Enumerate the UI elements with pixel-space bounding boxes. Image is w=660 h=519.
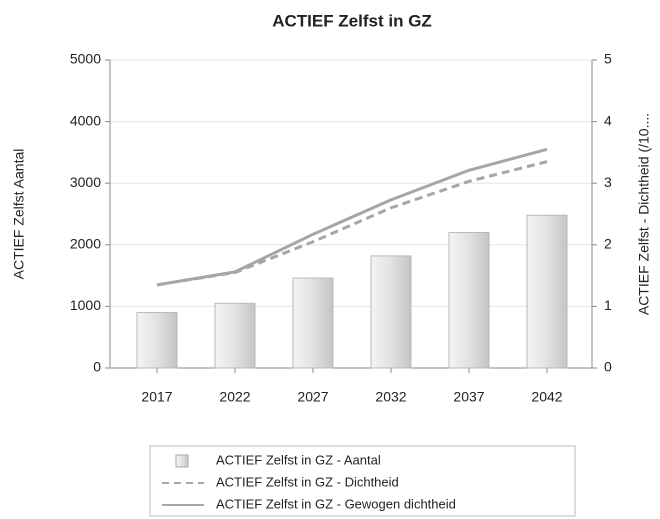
x-tick-label: 2027	[297, 389, 328, 405]
y-tick-label: 3000	[70, 174, 101, 190]
legend-label: ACTIEF Zelfst in GZ - Dichtheid	[216, 474, 399, 489]
y2-tick-label: 5	[604, 51, 612, 67]
legend-label: ACTIEF Zelfst in GZ - Aantal	[216, 452, 381, 467]
bar	[370, 255, 412, 369]
legend-box	[149, 445, 576, 517]
y2-axis-title: ACTIEF Zelfst - Dichtheid (/10....	[636, 113, 652, 315]
bar	[214, 302, 256, 369]
chart-title: ACTIEF Zelfst in GZ	[272, 11, 432, 30]
x-tick-label: 2017	[141, 389, 172, 405]
y-tick-label: 5000	[70, 51, 101, 67]
y-axis-title: ACTIEF Zelfst Aantal	[11, 149, 27, 280]
y2-tick-label: 4	[604, 112, 612, 128]
y2-tick-label: 1	[604, 297, 612, 313]
y-tick-label: 2000	[70, 236, 101, 252]
bar	[136, 312, 178, 369]
y2-tick-label: 0	[604, 359, 612, 375]
bar	[526, 214, 568, 369]
legend-swatch	[175, 454, 189, 468]
y-tick-label: 4000	[70, 112, 101, 128]
legend-label: ACTIEF Zelfst in GZ - Gewogen dichtheid	[216, 496, 456, 511]
y2-tick-label: 3	[604, 174, 612, 190]
x-tick-label: 2022	[219, 389, 250, 405]
line	[156, 147, 548, 287]
bar	[448, 231, 490, 369]
bar	[292, 277, 334, 369]
y2-tick-label: 2	[604, 236, 612, 252]
y-tick-label: 0	[93, 359, 101, 375]
x-tick-label: 2037	[453, 389, 484, 405]
y-tick-label: 1000	[70, 297, 101, 313]
x-tick-label: 2032	[375, 389, 406, 405]
x-tick-label: 2042	[531, 389, 562, 405]
